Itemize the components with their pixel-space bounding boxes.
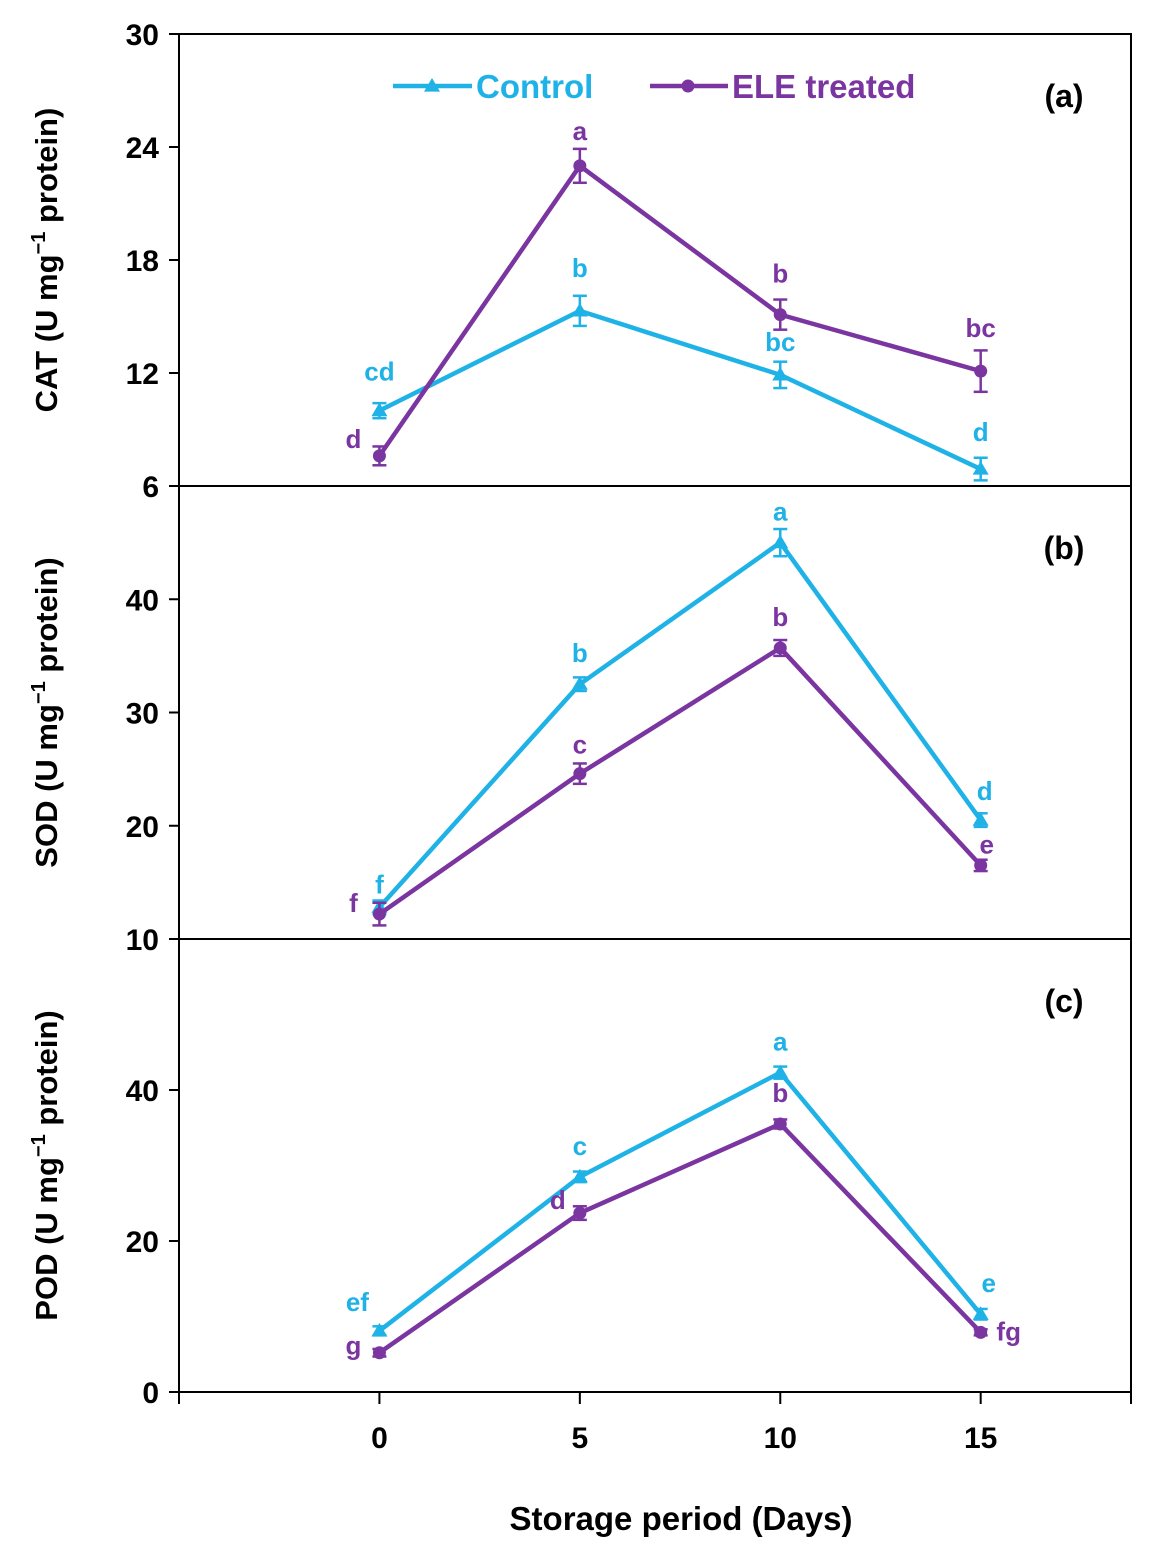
x-tick-label: 10 bbox=[764, 1422, 797, 1455]
x-tick-label: 0 bbox=[371, 1422, 388, 1455]
y-tick-label: 6 bbox=[142, 471, 159, 504]
panel-label: (c) bbox=[1044, 983, 1083, 1019]
y-axis-label: SOD (U mg−1 protein) bbox=[28, 557, 64, 867]
significance-letter: c bbox=[573, 1131, 587, 1161]
y-tick-label: 40 bbox=[126, 1075, 159, 1108]
marker-circle bbox=[773, 308, 787, 322]
x-tick-label: 5 bbox=[571, 1422, 588, 1455]
significance-letter: fg bbox=[996, 1316, 1021, 1346]
marker-circle bbox=[974, 364, 988, 378]
marker-triangle bbox=[424, 78, 440, 92]
y-axis-label: POD (U mg−1 protein) bbox=[28, 1010, 64, 1320]
significance-letter: c bbox=[573, 730, 587, 760]
marker-circle bbox=[372, 1346, 386, 1360]
marker-triangle bbox=[772, 1064, 789, 1079]
marker-triangle bbox=[571, 676, 588, 690]
significance-letter: b bbox=[772, 259, 788, 289]
marker-circle bbox=[681, 79, 695, 93]
y-tick-label: 0 bbox=[142, 1377, 159, 1410]
y-tick-label: 30 bbox=[126, 19, 159, 52]
marker-triangle bbox=[772, 366, 789, 381]
significance-letter: d bbox=[977, 776, 993, 806]
y-tick-label: 10 bbox=[126, 924, 159, 957]
series-line bbox=[378, 308, 982, 472]
series-line bbox=[378, 645, 983, 916]
significance-letter: b bbox=[572, 253, 588, 283]
significance-letter: b bbox=[772, 602, 788, 632]
series-line bbox=[377, 163, 982, 458]
series-ele: g d b fg bbox=[345, 1078, 1020, 1361]
y-tick-label: 18 bbox=[126, 245, 159, 278]
legend-label-ele: ELE treated bbox=[732, 68, 915, 105]
significance-letter: f bbox=[375, 869, 384, 899]
marker-triangle bbox=[571, 1168, 588, 1183]
significance-letter: cd bbox=[364, 357, 394, 387]
legend: Control ELE treated bbox=[393, 68, 915, 105]
marker-circle bbox=[773, 641, 787, 655]
significance-letter: b bbox=[572, 638, 588, 668]
x-axis: 0 5 10 15 Storage period (Days) bbox=[178, 1392, 1132, 1537]
x-axis-label: Storage period (Days) bbox=[510, 1500, 853, 1537]
y-tick-label: 20 bbox=[126, 1226, 159, 1259]
significance-letter: e bbox=[979, 829, 993, 859]
marker-circle bbox=[372, 907, 386, 921]
marker-triangle bbox=[972, 812, 989, 826]
significance-letter: d bbox=[973, 417, 989, 447]
significance-letter: ef bbox=[346, 1287, 369, 1317]
marker-triangle bbox=[972, 461, 989, 475]
marker-circle bbox=[573, 1206, 587, 1220]
series-line bbox=[378, 1121, 983, 1355]
x-tick-label: 15 bbox=[964, 1422, 997, 1455]
y-tick-label: 12 bbox=[126, 358, 159, 391]
y-tick-label: 30 bbox=[126, 698, 159, 731]
series-ele: d a b bc bbox=[345, 116, 996, 467]
marker-circle bbox=[974, 1325, 988, 1339]
panel-label: (a) bbox=[1044, 78, 1083, 114]
panel-label: (b) bbox=[1044, 530, 1085, 566]
significance-letter: bc bbox=[765, 327, 795, 357]
y-tick-label: 20 bbox=[126, 811, 159, 844]
marker-triangle bbox=[571, 302, 588, 317]
significance-letter: a bbox=[773, 1027, 788, 1057]
panel-3: 0 20 40 POD (U mg−1 protein) (c) ef c a e g d b fg bbox=[28, 938, 1132, 1410]
significance-letter: d bbox=[345, 424, 361, 454]
marker-triangle bbox=[972, 1306, 989, 1320]
panel-2: 10 20 30 40 SOD (U mg−1 protein) (b) f b a d f c b e bbox=[28, 485, 1132, 957]
series-line bbox=[378, 1070, 983, 1333]
panel-1: 6 12 18 24 30 CAT (U mg−1 protein) (a) cd b bc d d a… bbox=[28, 19, 1132, 504]
marker-triangle bbox=[772, 534, 789, 549]
legend-label-control: Control bbox=[476, 68, 593, 105]
marker-circle bbox=[372, 449, 386, 463]
panel-frame bbox=[178, 938, 1132, 1393]
marker-circle bbox=[573, 767, 587, 781]
marker-triangle bbox=[371, 1322, 388, 1337]
significance-letter: e bbox=[981, 1268, 995, 1298]
significance-letter: f bbox=[349, 888, 358, 918]
significance-letter: a bbox=[573, 116, 588, 146]
panel-frame bbox=[178, 485, 1132, 940]
significance-letter: g bbox=[345, 1331, 361, 1361]
series-control: f b a d bbox=[371, 497, 993, 916]
significance-letter: d bbox=[550, 1185, 566, 1215]
marker-circle bbox=[773, 1117, 787, 1131]
series-control: ef c a e bbox=[346, 1027, 996, 1337]
marker-circle bbox=[573, 159, 587, 173]
marker-triangle bbox=[371, 402, 388, 417]
significance-letter: a bbox=[773, 497, 788, 527]
series-control: cd b bc d bbox=[364, 253, 989, 482]
y-tick-label: 24 bbox=[126, 132, 160, 165]
series-line bbox=[377, 540, 983, 909]
y-tick-label: 40 bbox=[126, 584, 159, 617]
significance-letter: bc bbox=[966, 313, 996, 343]
series-ele: f c b e bbox=[349, 602, 994, 927]
marker-circle bbox=[974, 858, 988, 872]
y-axis-label: CAT (U mg−1 protein) bbox=[28, 108, 64, 413]
significance-letter: b bbox=[772, 1078, 788, 1108]
